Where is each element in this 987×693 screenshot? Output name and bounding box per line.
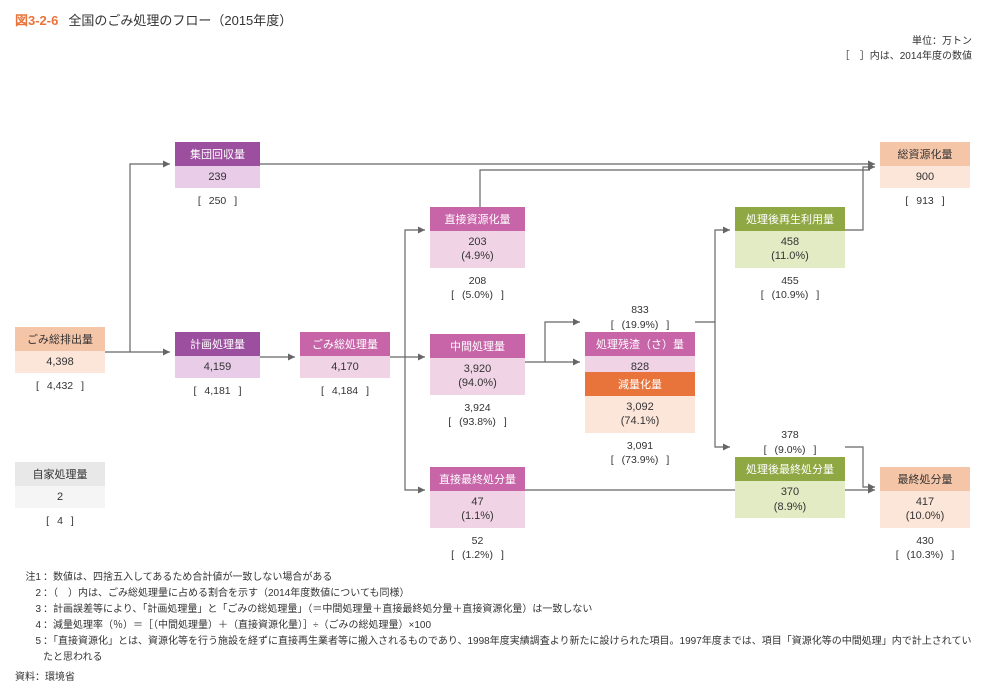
prev-value: 4,184	[300, 384, 390, 399]
node-value: 47(1.1%)	[430, 491, 525, 528]
prev-value: 4,181	[175, 384, 260, 399]
node-inter_proc: 中間処理量3,920(94.0%) 3,924(93.8%)	[430, 334, 525, 430]
node-post_recycle: 処理後再生利用量458(11.0%) 455(10.9%)	[735, 207, 845, 303]
footnote-num: 2	[15, 586, 43, 602]
node-value: 4,170	[300, 356, 390, 378]
node-label: ごみ総処理量	[300, 332, 390, 356]
node-value: 3,920(94.0%)	[430, 358, 525, 395]
node-final_disp: 最終処分量417(10.0%) 430(10.3%)	[880, 467, 970, 563]
figure-number: 図3-2-6	[15, 10, 58, 29]
node-label: 集団回収量	[175, 142, 260, 166]
node-label: 直接資源化量	[430, 207, 525, 231]
node-label: 処理後再生利用量	[735, 207, 845, 231]
footnote-num: 3	[15, 602, 43, 618]
node-total_emit: ごみ総排出量4,398 4,432	[15, 327, 105, 394]
footnote-num: 注1	[15, 570, 43, 586]
node-reduction: 減量化量3,092(74.1%) 3,091(73.9%)	[585, 372, 695, 468]
node-direct_final: 直接最終処分量47(1.1%) 52(1.2%)	[430, 467, 525, 563]
prev-value: 913	[880, 194, 970, 209]
node-value: 203(4.9%)	[430, 231, 525, 268]
node-value: 900	[880, 166, 970, 188]
prev-value: 4	[15, 514, 105, 529]
node-value: 370(8.9%)	[735, 481, 845, 518]
node-plan_proc: 計画処理量4,159 4,181	[175, 332, 260, 399]
figure-header: 図3-2-6 全国のごみ処理のフロー（2015年度）	[15, 10, 972, 29]
node-post_final: 378(9.0%)処理後最終処分量370(8.9%)	[735, 422, 845, 518]
node-value: 4,398	[15, 351, 105, 373]
footnote-text: ：（ ）内は、ごみ総処理量に占める割合を示す（2014年度数値についても同様）	[43, 586, 972, 602]
flow-canvas: ごみ総排出量4,398 4,432 集団回収量239 250 計画処理量4,159 4,1…	[15, 72, 972, 562]
node-value: 2	[15, 486, 105, 508]
node-self_proc: 自家処理量2 4	[15, 462, 105, 529]
node-label: ごみ総排出量	[15, 327, 105, 351]
prev-value: 3,091(73.9%)	[585, 439, 695, 468]
node-value: 3,092(74.1%)	[585, 396, 695, 433]
node-label: 処理残渣（さ）量	[585, 332, 695, 356]
prev-value: 4,432	[15, 379, 105, 394]
footnote-row: 3：計画誤差等により、「計画処理量」と「ごみの総処理量」（＝中間処理量＋直接最終…	[15, 602, 972, 618]
footnote-text: ：「直接資源化」とは、資源化等を行う施設を経ずに直接再生業者等に搬入されるもので…	[43, 634, 972, 666]
unit-note: 単位：万トン ［ ］内は、2014年度の数値	[15, 34, 972, 64]
footnote-num: 4	[15, 618, 43, 634]
footnote-row: 5：「直接資源化」とは、資源化等を行う施設を経ずに直接再生業者等に搬入されるもの…	[15, 634, 972, 666]
node-label: 減量化量	[585, 372, 695, 396]
prev-value: 455(10.9%)	[735, 274, 845, 303]
figure-title: 全国のごみ処理のフロー（2015年度）	[68, 10, 292, 29]
node-total_proc: ごみ総処理量4,170 4,184	[300, 332, 390, 399]
footnote-row: 2：（ ）内は、ごみ総処理量に占める割合を示す（2014年度数値についても同様）	[15, 586, 972, 602]
node-group_collect: 集団回収量239 250	[175, 142, 260, 209]
node-label: 処理後最終処分量	[735, 457, 845, 481]
node-label: 最終処分量	[880, 467, 970, 491]
node-total_res: 総資源化量900 913	[880, 142, 970, 209]
footnote-num: 5	[15, 634, 43, 666]
node-value: 458(11.0%)	[735, 231, 845, 268]
prev-value: 208(5.0%)	[430, 274, 525, 303]
prev-value: 833(19.9%)	[585, 303, 695, 332]
prev-value: 430(10.3%)	[880, 534, 970, 563]
node-label: 総資源化量	[880, 142, 970, 166]
node-label: 自家処理量	[15, 462, 105, 486]
prev-value: 250	[175, 194, 260, 209]
prev-value: 52(1.2%)	[430, 534, 525, 563]
footnote-row: 注1：数値は、四捨五入してあるため合計値が一致しない場合がある	[15, 570, 972, 586]
node-label: 直接最終処分量	[430, 467, 525, 491]
node-value: 4,159	[175, 356, 260, 378]
node-value: 239	[175, 166, 260, 188]
bracket-note-text: ［ ］内は、2014年度の数値	[840, 51, 972, 62]
node-label: 計画処理量	[175, 332, 260, 356]
footnotes: 注1：数値は、四捨五入してあるため合計値が一致しない場合がある2：（ ）内は、ご…	[15, 570, 972, 666]
footnote-text: ：数値は、四捨五入してあるため合計値が一致しない場合がある	[43, 570, 972, 586]
prev-value: 378(9.0%)	[735, 428, 845, 457]
footnote-text: ：減量処理率（％）＝［（中間処理量）＋（直接資源化量）］÷（ごみの総処理量）×1…	[43, 618, 972, 634]
prev-value: 3,924(93.8%)	[430, 401, 525, 430]
node-direct_res: 直接資源化量203(4.9%) 208(5.0%)	[430, 207, 525, 303]
source-line: 資料：環境省	[15, 668, 972, 683]
footnote-text: ：計画誤差等により、「計画処理量」と「ごみの総処理量」（＝中間処理量＋直接最終処…	[43, 602, 972, 618]
footnote-row: 4：減量処理率（％）＝［（中間処理量）＋（直接資源化量）］÷（ごみの総処理量）×…	[15, 618, 972, 634]
unit-text: 単位：万トン	[912, 36, 972, 47]
node-label: 中間処理量	[430, 334, 525, 358]
node-value: 417(10.0%)	[880, 491, 970, 528]
